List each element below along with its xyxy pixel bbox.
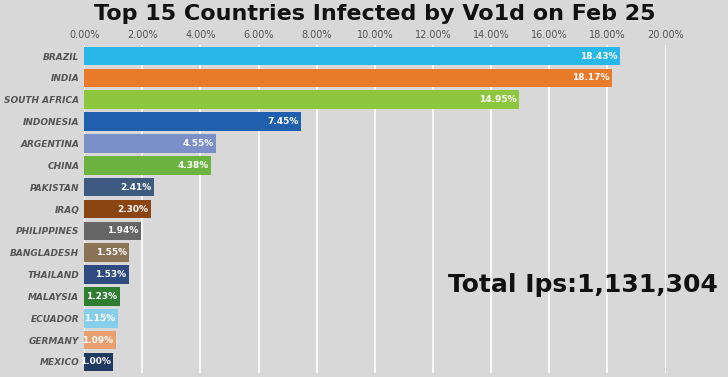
- Bar: [84, 47, 620, 65]
- Bar: [84, 134, 216, 153]
- Text: 14.95%: 14.95%: [479, 95, 516, 104]
- Bar: [84, 178, 154, 196]
- Bar: [84, 309, 118, 328]
- Bar: [84, 90, 519, 109]
- Text: 1.09%: 1.09%: [82, 336, 114, 345]
- Title: Top 15 Countries Infected by Vo1d on Feb 25: Top 15 Countries Infected by Vo1d on Feb…: [94, 4, 656, 24]
- Text: 1.23%: 1.23%: [87, 292, 118, 301]
- Bar: [84, 244, 129, 262]
- Bar: [84, 69, 612, 87]
- Bar: [84, 265, 129, 284]
- Bar: [84, 287, 120, 306]
- Text: 1.55%: 1.55%: [96, 248, 127, 257]
- Text: 1.94%: 1.94%: [107, 226, 138, 235]
- Text: 4.55%: 4.55%: [183, 139, 214, 148]
- Bar: [84, 156, 211, 175]
- Text: Total Ips:1,131,304: Total Ips:1,131,304: [448, 273, 717, 297]
- Text: 1.53%: 1.53%: [95, 270, 126, 279]
- Bar: [84, 222, 141, 240]
- Text: 7.45%: 7.45%: [267, 117, 298, 126]
- Text: 4.38%: 4.38%: [178, 161, 209, 170]
- Bar: [84, 112, 301, 131]
- Text: 2.30%: 2.30%: [118, 204, 149, 213]
- Text: 18.17%: 18.17%: [572, 74, 610, 83]
- Text: 1.00%: 1.00%: [80, 357, 111, 366]
- Text: 18.43%: 18.43%: [580, 52, 617, 61]
- Bar: [84, 352, 114, 371]
- Text: 1.15%: 1.15%: [84, 314, 115, 323]
- Bar: [84, 331, 116, 349]
- Bar: [84, 200, 151, 218]
- Text: 2.41%: 2.41%: [121, 182, 152, 192]
